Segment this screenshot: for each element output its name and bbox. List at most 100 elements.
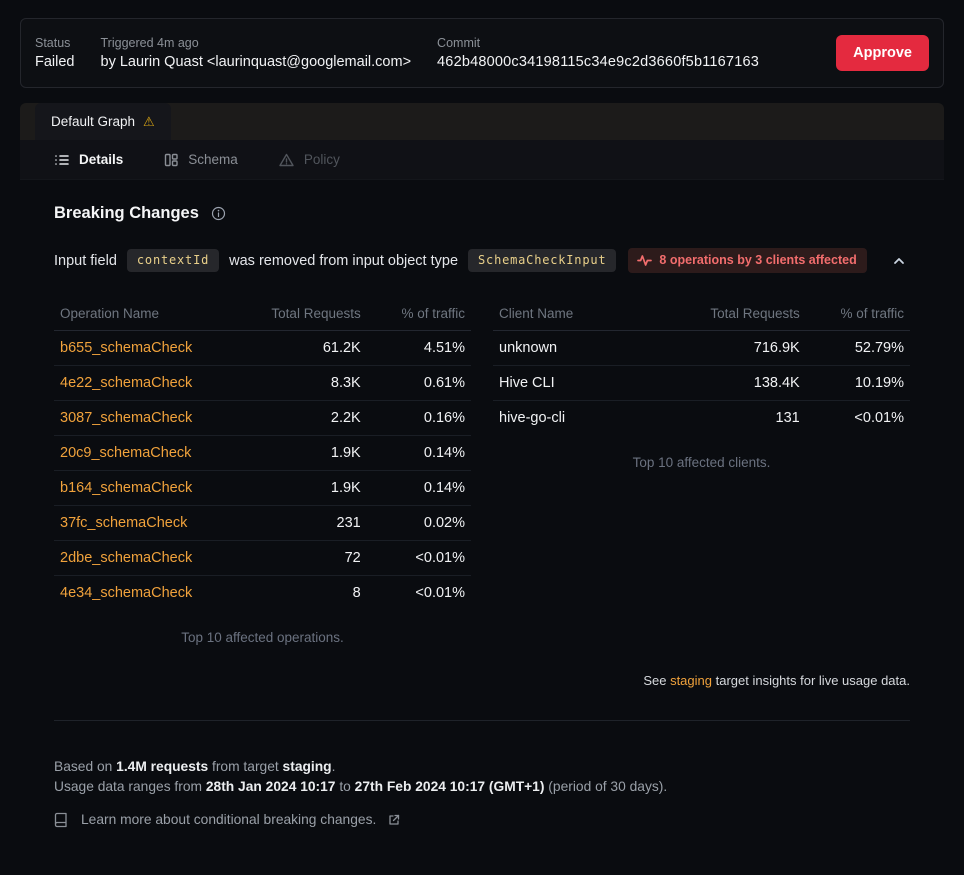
operations-col-traffic: % of traffic [366,297,471,331]
operations-col-requests: Total Requests [241,297,367,331]
operation-row: 37fc_schemaCheck 231 0.02% [54,505,471,541]
tab-default-graph[interactable]: Default Graph ⚠ [35,103,171,140]
operation-requests: 2.2K [241,400,367,436]
info-icon[interactable] [211,206,226,221]
section-divider [54,720,910,721]
insights-note-suffix: target insights for live usage data. [711,673,910,688]
collapse-change-button[interactable] [888,250,910,272]
clients-table-footnote: Top 10 affected clients. [632,455,771,470]
list-icon [54,152,70,168]
client-name: hive-go-cli [499,410,566,426]
commit-label: Commit [437,35,481,50]
client-row: unknown 716.9K 52.79% [493,330,910,366]
commit-column: Commit 462b48000c34198115c34e9c2d3660f5b… [437,35,759,72]
affected-tables: Operation Name Total Requests % of traff… [54,297,910,645]
staging-target-link[interactable]: staging [670,673,712,688]
tab-schema-label: Schema [188,152,238,167]
client-requests: 138.4K [680,365,806,401]
usage-line1-prefix: Based on [54,759,117,774]
triggered-label: Triggered 4m ago [100,35,199,50]
status-label: Status [35,35,71,50]
operations-table: Operation Name Total Requests % of traff… [54,297,471,610]
triggered-column: Triggered 4m ago by Laurin Quast <laurin… [101,35,412,72]
change-middle: was removed from input object type [229,252,459,269]
operation-link[interactable]: 2dbe_schemaCheck [60,550,193,566]
operation-row: 3087_schemaCheck 2.2K 0.16% [54,400,471,436]
operation-link[interactable]: 20c9_schemaCheck [60,445,192,461]
operation-row: 4e22_schemaCheck 8.3K 0.61% [54,365,471,401]
usage-line2-end: (period of 30 days). [544,779,668,794]
tab-policy[interactable]: Policy [278,152,340,168]
operation-requests: 231 [241,505,367,541]
page: Status Failed Triggered 4m ago by Laurin… [20,18,944,830]
check-panel: Default Graph ⚠ Details [20,103,944,830]
status-column: Status Failed [35,35,75,72]
graph-warning-icon: ⚠ [143,114,155,129]
breaking-changes-title: Breaking Changes [54,204,199,222]
tab-policy-label: Policy [303,152,340,167]
operation-traffic: 0.61% [366,365,471,401]
affected-operations-badge[interactable]: 8 operations by 3 clients affected [628,248,867,273]
operation-requests: 8.3K [241,365,367,401]
client-requests: 131 [775,410,800,426]
operation-link[interactable]: b655_schemaCheck [60,340,193,356]
pulse-icon [637,254,653,267]
chevron-up-icon [892,254,906,268]
operation-traffic: <0.01% [366,540,471,576]
client-traffic: <0.01% [854,410,904,426]
operation-row: b164_schemaCheck 1.9K 0.14% [54,470,471,506]
change-type-code: SchemaCheckInput [468,249,617,272]
client-name: Hive CLI [493,365,681,401]
tab-schema[interactable]: Schema [163,152,238,168]
operation-link[interactable]: 3087_schemaCheck [60,410,193,426]
usage-range-to: 27th Feb 2024 10:17 (GMT+1) [354,779,545,794]
operation-row: b655_schemaCheck 61.2K 4.51% [54,330,471,366]
client-traffic: 52.79% [805,330,910,366]
operation-traffic: <0.01% [415,585,465,601]
usage-range-line: Usage data ranges from 28th Jan 2024 10:… [54,777,910,797]
client-requests: 716.9K [680,330,806,366]
usage-footer: Based on 1.4M requests from target stagi… [54,721,910,830]
approve-button[interactable]: Approve [836,35,929,71]
operation-requests: 8 [352,585,361,601]
usage-line1-end: . [331,759,336,774]
usage-summary-line: Based on 1.4M requests from target stagi… [54,757,910,777]
graph-tab-strip: Default Graph ⚠ [20,103,944,140]
operation-row: 20c9_schemaCheck 1.9K 0.14% [54,435,471,471]
clients-table: Client Name Total Requests % of traffic … [493,297,910,435]
operations-header-row: Operation Name Total Requests % of traff… [54,297,471,331]
operation-traffic: 0.14% [366,435,471,471]
operation-link[interactable]: 4e22_schemaCheck [60,375,193,391]
tab-details-label: Details [79,152,124,167]
learn-more-link[interactable]: Learn more about conditional breaking ch… [54,810,400,830]
schema-icon [163,152,179,168]
usage-request-count: 1.4M requests [116,759,209,774]
operation-traffic: 0.02% [366,505,471,541]
operation-row: 4e34_schemaCheck 8 <0.01% [54,576,471,611]
change-field-code: contextId [126,249,220,272]
clients-table-block: Client Name Total Requests % of traffic … [493,297,910,470]
triggered-by: by Laurin Quast <laurinquast@googlemail.… [100,53,412,70]
operations-table-footnote: Top 10 affected operations. [181,630,344,645]
status-value: Failed [35,53,75,70]
operation-link[interactable]: b164_schemaCheck [60,480,193,496]
usage-line2-mid: to [335,779,355,794]
usage-range-from: 28th Jan 2024 10:17 [205,779,336,794]
usage-line1-mid: from target [208,759,283,774]
clients-col-requests: Total Requests [680,297,806,331]
change-prefix: Input field [54,252,117,269]
breaking-change-row: Input field contextId was removed from i… [54,248,910,273]
usage-target-name: staging [282,759,332,774]
operation-traffic: 0.14% [366,470,471,506]
operations-col-name: Operation Name [54,297,242,331]
operation-link[interactable]: 4e34_schemaCheck [60,585,193,601]
insights-note-prefix: See [643,673,671,688]
check-nav-row: Details Schema [20,140,944,180]
operation-traffic: 0.16% [366,400,471,436]
operation-traffic: 4.51% [366,330,471,366]
tab-details[interactable]: Details [54,152,123,168]
affected-badge-label: 8 operations by 3 clients affected [659,253,857,267]
external-link-icon [388,814,400,826]
client-row: hive-go-cli 131 <0.01% [493,401,910,436]
operation-link[interactable]: 37fc_schemaCheck [60,515,188,531]
